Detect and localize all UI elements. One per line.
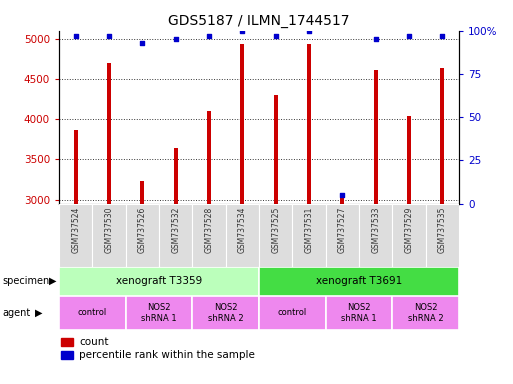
Text: ▶: ▶: [35, 308, 43, 318]
Bar: [59, 296, 126, 329]
Bar: [407, 116, 411, 204]
Text: GSM737528: GSM737528: [205, 207, 213, 253]
Bar: [92, 204, 126, 267]
Bar: [326, 204, 359, 267]
Bar: [274, 95, 278, 204]
Bar: [61, 338, 73, 346]
Text: GSM737535: GSM737535: [438, 207, 447, 253]
Text: agent: agent: [3, 308, 31, 318]
Bar: [292, 204, 326, 267]
Text: GSM737526: GSM737526: [138, 207, 147, 253]
Bar: [226, 204, 259, 267]
Bar: [107, 63, 111, 204]
Bar: [392, 204, 426, 267]
Bar: [59, 267, 259, 296]
Text: GSM737532: GSM737532: [171, 207, 180, 253]
Text: GSM737534: GSM737534: [238, 207, 247, 253]
Bar: [326, 296, 392, 329]
Bar: [441, 68, 444, 204]
Text: percentile rank within the sample: percentile rank within the sample: [79, 350, 255, 360]
Text: ▶: ▶: [49, 276, 56, 286]
Bar: [426, 204, 459, 267]
Text: GSM737531: GSM737531: [305, 207, 313, 253]
Text: xenograft T3691: xenograft T3691: [316, 276, 402, 286]
Bar: [259, 204, 292, 267]
Text: NOS2
shRNA 2: NOS2 shRNA 2: [208, 303, 244, 323]
Point: [138, 40, 147, 46]
Point: [271, 33, 280, 39]
Bar: [126, 204, 159, 267]
Text: NOS2
shRNA 1: NOS2 shRNA 1: [341, 303, 377, 323]
Point: [71, 33, 80, 39]
Text: GSM737524: GSM737524: [71, 207, 80, 253]
Point: [105, 33, 113, 39]
Point: [171, 36, 180, 43]
Point: [405, 33, 413, 39]
Text: GSM737525: GSM737525: [271, 207, 280, 253]
Point: [338, 192, 346, 198]
Text: NOS2
shRNA 1: NOS2 shRNA 1: [141, 303, 177, 323]
Title: GDS5187 / ILMN_1744517: GDS5187 / ILMN_1744517: [168, 14, 350, 28]
Text: count: count: [79, 337, 109, 347]
Text: control: control: [77, 308, 107, 318]
Bar: [341, 198, 344, 204]
Bar: [207, 111, 211, 204]
Bar: [374, 70, 378, 204]
Text: specimen: specimen: [3, 276, 50, 286]
Text: GSM737529: GSM737529: [405, 207, 413, 253]
Bar: [307, 45, 311, 204]
Text: control: control: [278, 308, 307, 318]
Text: xenograft T3359: xenograft T3359: [116, 276, 202, 286]
Text: GSM737530: GSM737530: [105, 207, 113, 253]
Text: GSM737533: GSM737533: [371, 207, 380, 253]
Bar: [192, 296, 259, 329]
Point: [305, 28, 313, 34]
Bar: [192, 204, 226, 267]
Bar: [359, 204, 392, 267]
Bar: [126, 296, 192, 329]
Bar: [259, 296, 326, 329]
Text: GSM737527: GSM737527: [338, 207, 347, 253]
Bar: [74, 131, 77, 204]
Bar: [141, 181, 144, 204]
Bar: [241, 43, 244, 204]
Bar: [259, 267, 459, 296]
Point: [205, 33, 213, 39]
Bar: [392, 296, 459, 329]
Bar: [61, 351, 73, 359]
Text: NOS2
shRNA 2: NOS2 shRNA 2: [408, 303, 444, 323]
Bar: [159, 204, 192, 267]
Bar: [174, 148, 177, 204]
Point: [438, 33, 446, 39]
Point: [238, 28, 246, 34]
Point: [371, 36, 380, 43]
Bar: [59, 204, 92, 267]
